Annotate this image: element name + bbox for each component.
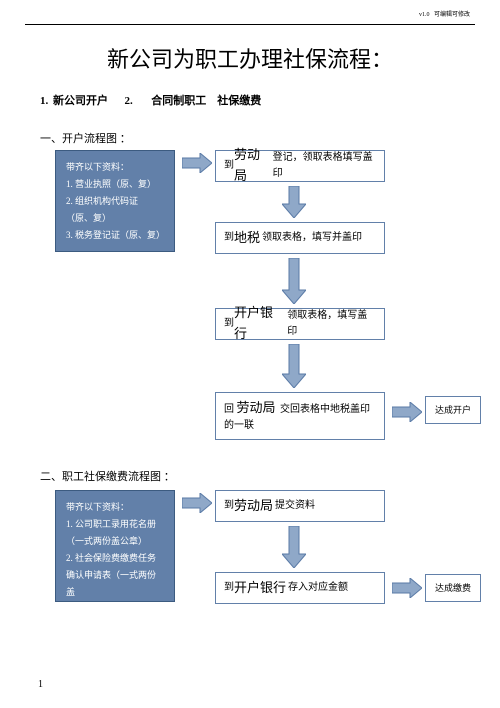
flow-dishui: 到 地税 领取表格，填写并盖印 bbox=[215, 222, 385, 254]
tail: 提交资料 bbox=[275, 498, 315, 514]
arrow-right-icon bbox=[392, 402, 422, 422]
pre: 到 bbox=[224, 158, 234, 174]
page-title: 新公司为职工办理社保流程： bbox=[0, 42, 500, 74]
flow-laodong-2: 回 劳动局 交回表格中地税盖印的一联 bbox=[215, 392, 385, 440]
result2-text: 达成缴费 bbox=[435, 581, 471, 595]
arrow-down-icon bbox=[282, 526, 306, 568]
arrow-right-icon bbox=[182, 153, 212, 173]
header-meta: v1.0 可编辑可修改 bbox=[419, 12, 470, 19]
flow-result-1: 达成开户 bbox=[425, 396, 481, 424]
sub-n1: 1. bbox=[40, 95, 48, 107]
arrow-down-icon bbox=[282, 344, 306, 388]
pre: 到 bbox=[224, 230, 234, 246]
subheading: 1. 新公司开户 2. 合同制职工 社保缴费 bbox=[40, 92, 261, 108]
sub-t1: 新公司开户 bbox=[53, 95, 108, 107]
big: 劳动局 bbox=[234, 496, 273, 517]
sub-t3: 社保缴费 bbox=[217, 95, 261, 107]
tail: 领取表格，填写盖印 bbox=[287, 308, 376, 340]
docbox1-l2: 2. 组织机构代码证（原、复） bbox=[66, 193, 164, 227]
pre: 到 bbox=[224, 498, 234, 514]
meta-line2: 可编辑可修改 bbox=[434, 12, 470, 18]
flow-bank-1: 到 开户银行 领取表格，填写盖印 bbox=[215, 308, 385, 340]
docbox1-l3: 3. 税务登记证（原、复） bbox=[66, 227, 164, 244]
section1-label: 一、开户流程图 ： bbox=[40, 130, 131, 146]
big: 开户银行 bbox=[234, 303, 285, 345]
docbox1-head: 带齐以下资料： bbox=[66, 159, 164, 176]
pre: 到 bbox=[224, 580, 234, 596]
tail: 存入对应金额 bbox=[288, 580, 348, 596]
arrow-down-icon bbox=[282, 186, 306, 218]
docbox2-head: 带齐以下资料： bbox=[66, 499, 164, 516]
meta-line1: v1.0 bbox=[419, 12, 430, 18]
header-rule bbox=[25, 24, 475, 25]
docbox2-l1b: （一式两份盖公章） bbox=[66, 533, 164, 550]
pre: 到 bbox=[224, 316, 234, 332]
flow-laodong-3: 到 劳动局 提交资料 bbox=[215, 490, 385, 522]
big: 开户银行 bbox=[234, 578, 286, 599]
big: 劳动局 bbox=[234, 145, 271, 187]
arrow-down-icon bbox=[282, 258, 306, 304]
flow-laodong-1: 到 劳动局 登记，领取表格填写盖印 bbox=[215, 150, 385, 182]
docbox2-l2: 2. 社会保险费缴费任务 bbox=[66, 550, 164, 567]
flow-bank-2: 到 开户银行 存入对应金额 bbox=[215, 572, 385, 604]
page-number: 1 bbox=[38, 679, 43, 690]
result1-text: 达成开户 bbox=[435, 403, 471, 417]
tail: 登记，领取表格填写盖印 bbox=[273, 150, 376, 182]
docbox1-l1: 1. 营业执照（原、复） bbox=[66, 176, 164, 193]
arrow-right-icon bbox=[392, 578, 422, 598]
tail: 领取表格，填写并盖印 bbox=[262, 230, 362, 246]
arrow-right-icon bbox=[182, 493, 212, 513]
docbox2-l1: 1. 公司职工录用花名册 bbox=[66, 516, 164, 533]
flow-result-2: 达成缴费 bbox=[425, 574, 481, 602]
big: 劳动局 bbox=[237, 400, 276, 415]
docbox2-l2b: 确认申请表（一式两份盖 bbox=[66, 567, 164, 601]
sub-n2: 2. bbox=[125, 95, 133, 107]
docbox-1: 带齐以下资料： 1. 营业执照（原、复） 2. 组织机构代码证（原、复） 3. … bbox=[55, 150, 175, 252]
section2-label: 二、职工社保缴费流程图 ： bbox=[40, 468, 175, 484]
pre: 回 bbox=[224, 404, 234, 415]
docbox-2: 带齐以下资料： 1. 公司职工录用花名册 （一式两份盖公章） 2. 社会保险费缴… bbox=[55, 490, 175, 602]
sub-t2: 合同制职工 bbox=[151, 95, 206, 107]
big: 地税 bbox=[234, 228, 260, 249]
